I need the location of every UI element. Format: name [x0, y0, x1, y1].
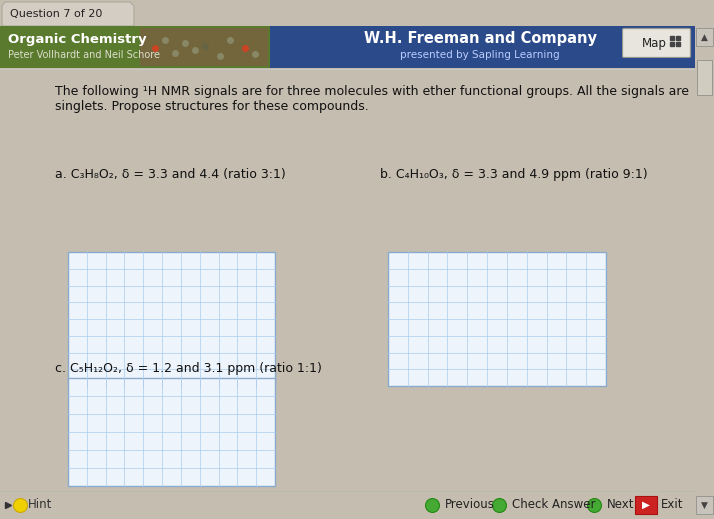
Text: Exit: Exit	[661, 498, 683, 511]
Bar	[697, 60, 712, 95]
Text: Question 7 of 20: Question 7 of 20	[10, 9, 102, 19]
Text: b. C₄H₁₀O₃, δ = 3.3 and 4.9 ppm (ratio 9:1): b. C₄H₁₀O₃, δ = 3.3 and 4.9 ppm (ratio 9…	[380, 168, 648, 181]
Text: Map: Map	[642, 36, 667, 49]
Text: Previous: Previous	[445, 498, 495, 511]
Bar	[388, 252, 606, 386]
Bar	[696, 496, 713, 514]
Text: ▲: ▲	[701, 33, 708, 42]
Text: Organic Chemistry: Organic Chemistry	[8, 33, 146, 46]
Bar	[0, 26, 270, 68]
Text: ▼: ▼	[701, 500, 708, 510]
Text: singlets. Propose structures for these compounds.: singlets. Propose structures for these c…	[55, 100, 368, 113]
Text: W.H. Freeman and Company: W.H. Freeman and Company	[363, 32, 596, 47]
Text: presented by Sapling Learning: presented by Sapling Learning	[400, 50, 560, 60]
Text: The following ¹H NMR signals are for three molecules with ether functional group: The following ¹H NMR signals are for thr…	[55, 85, 689, 98]
Polygon shape	[2, 2, 134, 26]
Bar	[635, 496, 657, 514]
Text: a. C₃H₈O₂, δ = 3.3 and 4.4 (ratio 3:1): a. C₃H₈O₂, δ = 3.3 and 4.4 (ratio 3:1)	[55, 168, 286, 181]
Text: Check Answer: Check Answer	[512, 498, 595, 511]
Text: Hint: Hint	[28, 498, 52, 511]
Text: Peter Vollhardt and Neil Schore: Peter Vollhardt and Neil Schore	[8, 50, 160, 60]
Bar	[68, 378, 275, 486]
Text: c. C₅H₁₂O₂, δ = 1.2 and 3.1 ppm (ratio 1:1): c. C₅H₁₂O₂, δ = 1.2 and 3.1 ppm (ratio 1…	[55, 362, 322, 375]
Bar	[270, 26, 695, 68]
Text: Next: Next	[607, 498, 635, 511]
FancyBboxPatch shape	[623, 29, 690, 58]
Bar	[140, 28, 268, 66]
Bar	[68, 252, 275, 386]
Bar	[696, 28, 713, 46]
Text: ▶: ▶	[642, 499, 650, 510]
